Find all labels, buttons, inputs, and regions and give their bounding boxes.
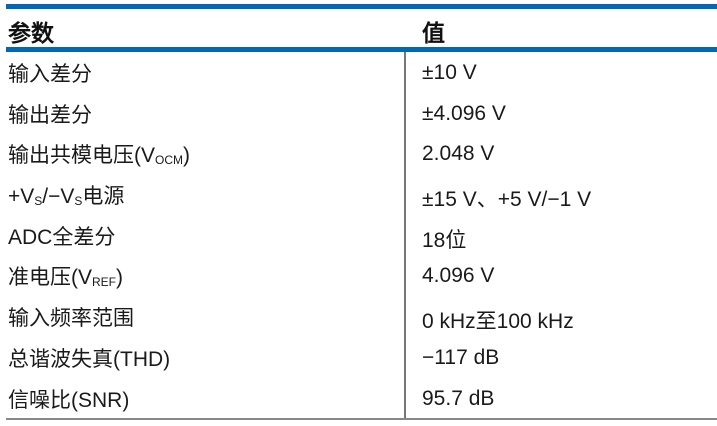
parameter-cell: 输出差分	[8, 99, 92, 129]
parameter-text: 输出差分	[8, 103, 92, 127]
parameter-text: )	[183, 144, 190, 168]
table-row: 输入频率范围 0 kHz至100 kHz	[6, 296, 717, 337]
value-cell: ±4.096 V	[422, 101, 506, 125]
table-body: 输入差分 ±10 V 输出差分 ±4.096 V 输出共模电压(VOCM) 2.048 V…	[6, 52, 717, 418]
header-parameter: 参数	[8, 20, 54, 46]
value-cell: 2.048 V	[422, 142, 495, 166]
parameter-cell: 输入差分	[8, 58, 92, 88]
parameter-text: 输出共模电压(V	[8, 144, 155, 168]
parameter-cell: ADC全差分	[8, 221, 115, 251]
parameter-cell: 信噪比(SNR)	[8, 384, 129, 414]
table-row: 信噪比(SNR) 95.7 dB	[6, 378, 717, 419]
parameter-cell: 输入频率范围	[8, 302, 134, 332]
parameter-cell: 输出共模电压(VOCM)	[8, 139, 190, 169]
parameter-cell: 总谐波失真(THD)	[8, 343, 170, 373]
parameter-cell: 准电压(VREF)	[8, 261, 123, 291]
table-row: 输出共模电压(VOCM) 2.048 V	[6, 133, 717, 174]
table-row: 准电压(VREF) 4.096 V	[6, 255, 717, 296]
parameter-text: +V	[8, 185, 35, 209]
parameter-text: 准电压(V	[8, 266, 92, 290]
value-cell: 4.096 V	[422, 264, 495, 288]
subscript: S	[34, 194, 43, 209]
parameter-text: 信噪比(SNR)	[8, 388, 130, 412]
subscript: S	[74, 194, 83, 209]
subscript: OCM	[155, 153, 183, 168]
column-divider	[404, 52, 406, 418]
parameter-text: )	[116, 266, 123, 290]
value-cell: 0 kHz至100 kHz	[422, 310, 574, 334]
table-row: +VS/−VS电源 ±15 V、+5 V/−1 V	[6, 174, 717, 215]
header-value: 值	[422, 20, 445, 46]
parameter-text: 总谐波失真(THD)	[8, 347, 171, 371]
value-cell: 18位	[422, 228, 467, 252]
table-row: 输入差分 ±10 V	[6, 52, 717, 93]
header-rule	[6, 47, 717, 52]
subscript: REF	[92, 275, 116, 290]
parameter-text: ADC全差分	[8, 225, 116, 249]
table-row: 输出差分 ±4.096 V	[6, 93, 717, 134]
table-row: 总谐波失真(THD) −117 dB	[6, 337, 717, 378]
parameter-text: 输入差分	[8, 63, 92, 86]
value-cell: −117 dB	[422, 345, 500, 369]
table-header: 参数 值	[6, 9, 717, 47]
parameter-text: 输入频率范围	[8, 307, 134, 331]
table-bottom-rule	[6, 418, 717, 420]
value-cell: ±15 V、+5 V/−1 V	[422, 188, 592, 212]
table-row: ADC全差分 18位	[6, 215, 717, 256]
value-cell: ±10 V	[422, 61, 477, 84]
value-cell: 95.7 dB	[422, 386, 495, 410]
parameter-text: /−V	[42, 185, 75, 209]
parameter-cell: +VS/−VS电源	[8, 180, 124, 210]
parameter-text: 电源	[82, 185, 125, 209]
table-top-rule	[6, 4, 717, 9]
